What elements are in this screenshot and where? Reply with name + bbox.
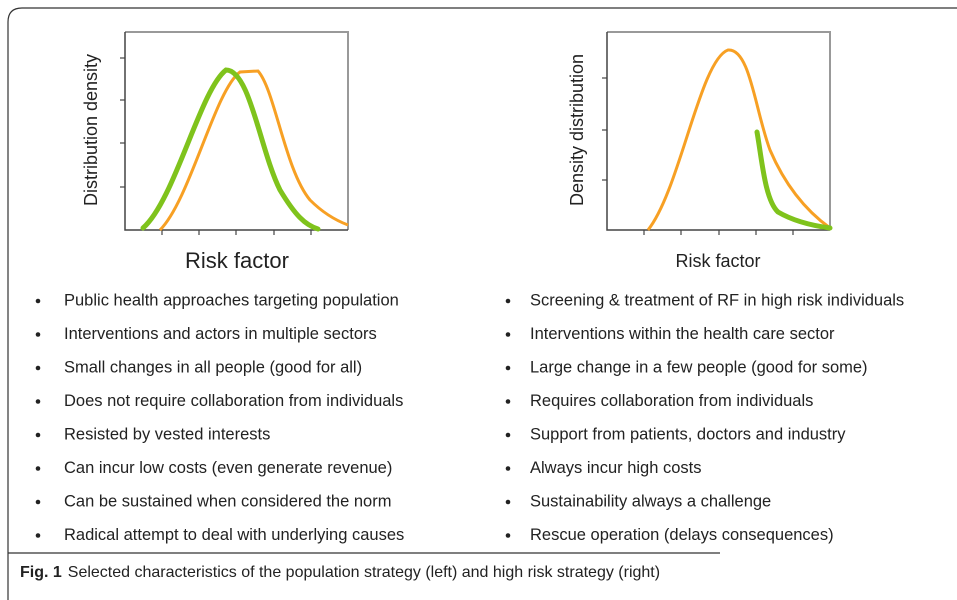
list-item: Resisted by vested interests	[64, 425, 270, 443]
right-chart: Density distribution Risk factor	[567, 31, 833, 271]
curve-before	[646, 48, 831, 231]
axes	[124, 32, 348, 231]
list-item: Small changes in all people (good for al…	[64, 358, 362, 376]
bullet	[505, 399, 511, 404]
list-item: Screening & treatment of RF in high risk…	[530, 291, 904, 309]
list-item: Does not require collaboration from indi…	[64, 392, 403, 410]
bullet	[35, 365, 41, 371]
bullet	[505, 533, 511, 538]
curve-before	[158, 69, 349, 232]
list-item: Support from patients, doctors and indus…	[530, 425, 846, 443]
bullet	[35, 466, 41, 471]
left-chart: Distribution density Risk factor	[81, 31, 349, 273]
bullet	[35, 499, 41, 505]
x-axis-label: Risk factor	[675, 251, 760, 271]
axes	[606, 32, 830, 231]
list-item: Requires collaboration from individuals	[530, 392, 813, 410]
list-item: Sustainability always a challenge	[530, 492, 771, 510]
bullet	[505, 499, 511, 505]
list-item: Radical attempt to deal with underlying …	[64, 526, 404, 544]
y-axis-label: Density distribution	[567, 54, 587, 206]
list-item: Public health approaches targeting popul…	[64, 291, 399, 309]
ticks	[602, 77, 794, 235]
bullet	[35, 533, 41, 538]
bullet	[505, 365, 511, 371]
curve-after	[140, 67, 321, 232]
list-item: Interventions within the health care sec…	[530, 325, 835, 343]
list-item: Interventions and actors in multiple sec…	[64, 325, 377, 343]
list-item: Can be sustained when considered the nor…	[64, 492, 391, 510]
plot-frame	[607, 31, 831, 230]
caption-text: Selected characteristics of the populati…	[68, 564, 660, 581]
bullet	[505, 332, 511, 337]
bullet	[505, 432, 511, 438]
curve-after	[754, 129, 833, 231]
list-item: Large change in a few people (good for s…	[530, 358, 868, 376]
ticks	[120, 57, 312, 235]
caption: Fig. 1 Selected characteristics of the po…	[20, 564, 660, 581]
bullet	[35, 298, 41, 304]
bullet	[505, 466, 511, 471]
list-item: Can incur low costs (even generate reven…	[64, 459, 392, 477]
plot-frame	[125, 31, 349, 230]
caption-label: Fig. 1	[20, 564, 62, 581]
bullet	[505, 298, 511, 304]
x-axis-label: Risk factor	[185, 248, 289, 273]
list-item: Always incur high costs	[530, 459, 702, 477]
y-axis-label: Distribution density	[81, 54, 101, 206]
bullet	[35, 432, 41, 438]
bullet	[35, 399, 41, 404]
bullet	[35, 332, 41, 337]
list-item: Rescue operation (delays consequences)	[530, 526, 834, 544]
figure-border	[7, 7, 957, 600]
